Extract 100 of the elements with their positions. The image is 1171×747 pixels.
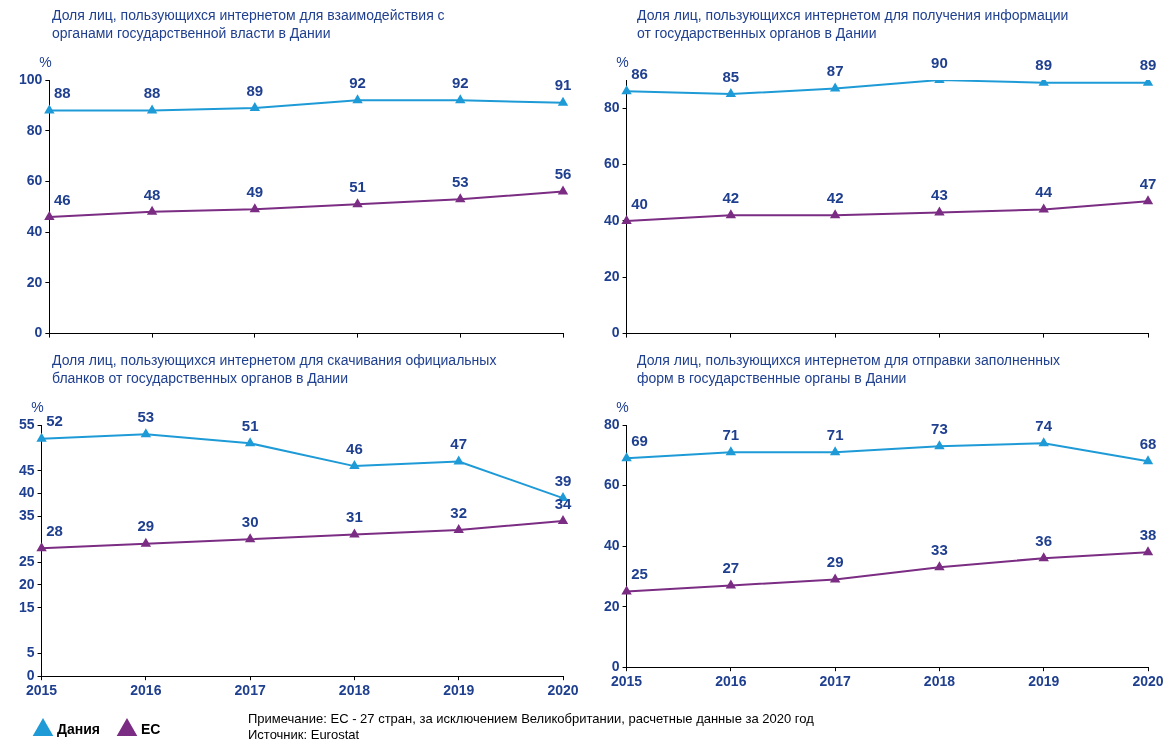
point (245, 534, 255, 543)
point (558, 186, 568, 195)
x-tick-label: 2015 (25, 682, 58, 699)
point (622, 586, 632, 595)
point (726, 447, 736, 456)
data-label: 74 (1035, 416, 1053, 434)
data-label: 27 (722, 559, 740, 577)
point (1039, 553, 1049, 562)
point (44, 105, 54, 114)
x-tick-label: 2020 (1132, 673, 1164, 690)
data-label: 44 (1035, 183, 1053, 201)
y-axis-title: % (616, 53, 629, 70)
point (455, 95, 465, 104)
data-label: 92 (349, 73, 366, 91)
data-label: 31 (346, 508, 363, 526)
point (726, 580, 736, 589)
data-label: 39 (554, 471, 572, 489)
point (454, 456, 464, 465)
point (1039, 438, 1049, 447)
x-tick-label: 2018 (923, 673, 956, 690)
data-label: 29 (137, 517, 155, 535)
point (353, 199, 363, 208)
data-label: 36 (1035, 531, 1053, 549)
point (1039, 204, 1049, 213)
y-tick-label: 80 (26, 121, 43, 138)
chart-title: Доля лиц, пользующихся интернетом для получения информации от государственных органов в Дании (637, 6, 1070, 42)
y-tick-label: 15 (18, 598, 35, 615)
x-tick-label: 2015 (610, 673, 643, 690)
point (455, 194, 465, 203)
y-tick-label: 60 (26, 172, 43, 189)
data-label: 85 (722, 67, 740, 85)
legend-label: ЕС (140, 720, 161, 737)
point (934, 562, 944, 571)
point (830, 210, 840, 219)
point (1143, 196, 1153, 205)
point (1143, 547, 1153, 556)
data-label: 91 (554, 76, 572, 94)
data-label: 89 (1139, 56, 1157, 74)
y-tick-label: 20 (603, 268, 620, 285)
point (44, 211, 54, 220)
y-tick-label: 20 (18, 575, 35, 592)
text: Примечание: ЕС - 27 стран, за исключением Великобритании, расчетные данные за 2020 год (248, 711, 814, 726)
data-label: 88 (54, 84, 71, 102)
data-label: 49 (246, 182, 264, 200)
point (454, 525, 464, 534)
y-tick-label: 35 (18, 507, 35, 524)
y-tick-label: 20 (603, 597, 620, 614)
data-label: 53 (451, 172, 469, 190)
x-tick-label: 2016 (715, 673, 747, 690)
y-tick-label: 80 (603, 415, 620, 432)
y-tick-label: 0 (611, 658, 620, 675)
point (558, 97, 568, 106)
y-tick-label: 0 (611, 324, 620, 341)
y-tick-label: 100 (19, 70, 43, 87)
point (349, 461, 359, 470)
point (830, 574, 840, 583)
point (147, 206, 157, 215)
x-tick-label: 2019 (443, 682, 475, 699)
point (830, 447, 840, 456)
y-tick-label: 0 (26, 667, 35, 684)
data-label: 51 (241, 416, 259, 434)
y-tick-label: 80 (603, 99, 620, 116)
data-label: 46 (54, 190, 71, 208)
chart-title: Доля лиц, пользующихся интернетом для взаимодействия с органами государственной власти в Дании (52, 6, 446, 42)
y-tick-label: 25 (18, 552, 35, 569)
data-label: 90 (931, 53, 948, 71)
data-label: 88 (143, 84, 161, 102)
chart-title: Доля лиц, пользующихся интернетом для скачивания официальных бланков от государственных органов в Дании (52, 351, 497, 387)
data-label: 86 (631, 64, 648, 82)
data-label: 51 (349, 177, 366, 195)
data-label: 53 (137, 407, 155, 425)
data-label: 89 (246, 81, 264, 99)
point (349, 529, 359, 538)
data-label: 71 (826, 425, 844, 443)
text: Источник: Eurostat (248, 727, 360, 742)
y-tick-label: 60 (603, 155, 620, 172)
point (141, 429, 151, 438)
y-tick-label: 40 (603, 536, 620, 553)
point (141, 538, 151, 547)
y-tick-label: 60 (603, 476, 620, 493)
y-tick-label: 40 (18, 484, 35, 501)
point (353, 95, 363, 104)
x-tick-label: 2017 (234, 682, 266, 699)
x-tick-label: 2017 (819, 673, 851, 690)
data-label: 56 (554, 165, 572, 183)
point (250, 204, 260, 213)
data-label: 69 (631, 431, 648, 449)
data-label: 42 (722, 188, 740, 206)
data-label: 29 (826, 553, 844, 571)
point (622, 453, 632, 462)
y-tick-label: 45 (18, 461, 35, 478)
data-label: 33 (931, 540, 948, 558)
data-label: 52 (46, 412, 63, 430)
data-label: 30 (241, 512, 259, 530)
y-axis-title: % (616, 398, 629, 415)
point (1143, 456, 1153, 465)
data-label: 38 (1139, 525, 1157, 543)
data-label: 73 (931, 419, 948, 437)
y-tick-label: 0 (34, 324, 43, 341)
data-label: 68 (1139, 434, 1157, 452)
